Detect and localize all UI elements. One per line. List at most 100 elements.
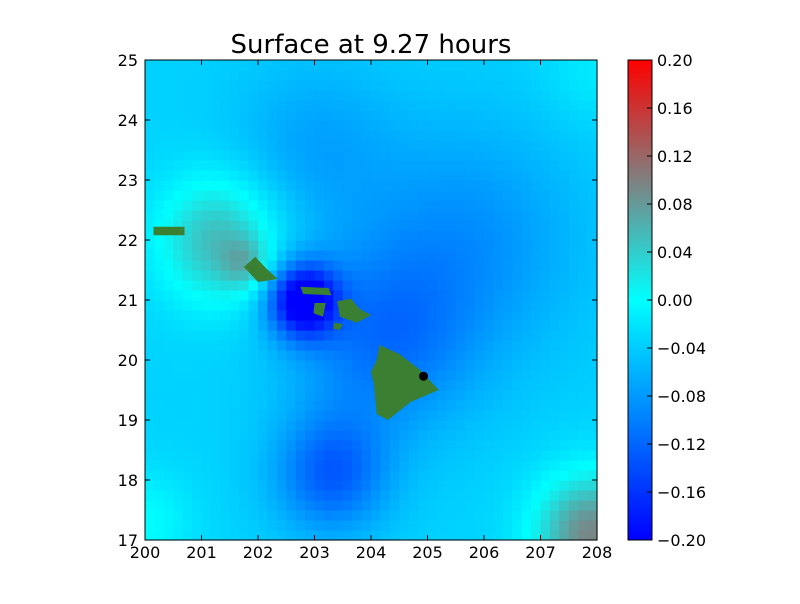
heatmap-cell [361,130,372,141]
heatmap-cell [512,530,523,541]
heatmap-cell [578,470,589,481]
heatmap-cell [248,350,259,361]
heatmap-cell [484,90,495,101]
heatmap-cell [455,530,466,541]
heatmap-cell [267,470,278,481]
heatmap-cell [248,240,259,251]
heatmap-cell [352,130,363,141]
heatmap-cell [521,390,532,401]
heatmap-cell [587,320,598,331]
heatmap-cell [408,90,419,101]
heatmap-cell [163,490,174,501]
heatmap-cell [474,380,485,391]
heatmap-cell [371,300,382,311]
heatmap-cell [436,380,447,391]
heatmap-cell [248,480,259,491]
heatmap-cell [549,170,560,181]
heatmap-cell [389,420,400,431]
heatmap-cell [474,80,485,91]
heatmap-cell [173,440,184,451]
heatmap-cell [502,200,513,211]
heatmap-cell [399,170,410,181]
heatmap-cell [201,190,212,201]
heatmap-cell [361,280,372,291]
heatmap-cell [220,170,231,181]
heatmap-cell [455,200,466,211]
heatmap-cell [239,160,250,171]
heatmap-cell [295,350,306,361]
heatmap-cell [399,120,410,131]
heatmap-cell [145,210,156,221]
heatmap-cell [342,100,353,111]
heatmap-cell [276,160,287,171]
heatmap-cell [493,280,504,291]
heatmap-cell [182,250,193,261]
heatmap-cell [154,260,165,271]
heatmap-cell [465,120,476,131]
heatmap-cell [474,290,485,301]
heatmap-cell [163,180,174,191]
heatmap-cell [229,450,240,461]
heatmap-cell [229,140,240,151]
heatmap-cell [182,80,193,91]
heatmap-cell [163,220,174,231]
heatmap-cell [323,330,334,341]
heatmap-cell [361,340,372,351]
heatmap-cell [286,340,297,351]
heatmap-cell [521,420,532,431]
heatmap-cell [427,230,438,241]
heatmap-cell [521,360,532,371]
heatmap-cell [540,90,551,101]
heatmap-cell [145,180,156,191]
heatmap-cell [258,80,269,91]
heatmap-cell [493,140,504,151]
heatmap-cell [540,530,551,541]
heatmap-cell [333,500,344,511]
heatmap-cell [587,240,598,251]
heatmap-cell [521,340,532,351]
heatmap-cell [352,330,363,341]
heatmap-cell [559,100,570,111]
heatmap-cell [145,190,156,201]
heatmap-cell [323,60,334,71]
heatmap-cell [408,340,419,351]
colorbar-tick-label: −0.04 [657,339,706,358]
heatmap-cell [559,400,570,411]
heatmap-cell [559,160,570,171]
heatmap-cell [540,130,551,141]
heatmap-cell [408,260,419,271]
heatmap-cell [210,170,221,181]
heatmap-cell [154,270,165,281]
heatmap-cell [502,300,513,311]
heatmap-cell [446,250,457,261]
heatmap-cell [361,300,372,311]
heatmap-cell [493,370,504,381]
heatmap-cell [493,310,504,321]
heatmap-cell [521,160,532,171]
heatmap-cell [154,150,165,161]
heatmap-cell [248,460,259,471]
x-tick-label: 201 [186,543,217,562]
heatmap-cell [484,420,495,431]
heatmap-cell [418,410,429,421]
heatmap-cell [389,140,400,151]
heatmap-cell [361,480,372,491]
heatmap-cell [484,150,495,161]
heatmap-cell [276,450,287,461]
heatmap-cell [531,510,542,521]
heatmap-cell [239,350,250,361]
heatmap-cell [210,340,221,351]
heatmap-cell [484,520,495,531]
heatmap-cell [154,160,165,171]
heatmap-cell [465,510,476,521]
heatmap-cell [521,70,532,81]
heatmap-cell [182,240,193,251]
heatmap-cell [342,320,353,331]
heatmap-cell [314,140,325,151]
heatmap-cell [578,110,589,121]
heatmap-cell [258,420,269,431]
heatmap-cell [276,460,287,471]
heatmap-cell [568,480,579,491]
heatmap-cell [239,110,250,121]
